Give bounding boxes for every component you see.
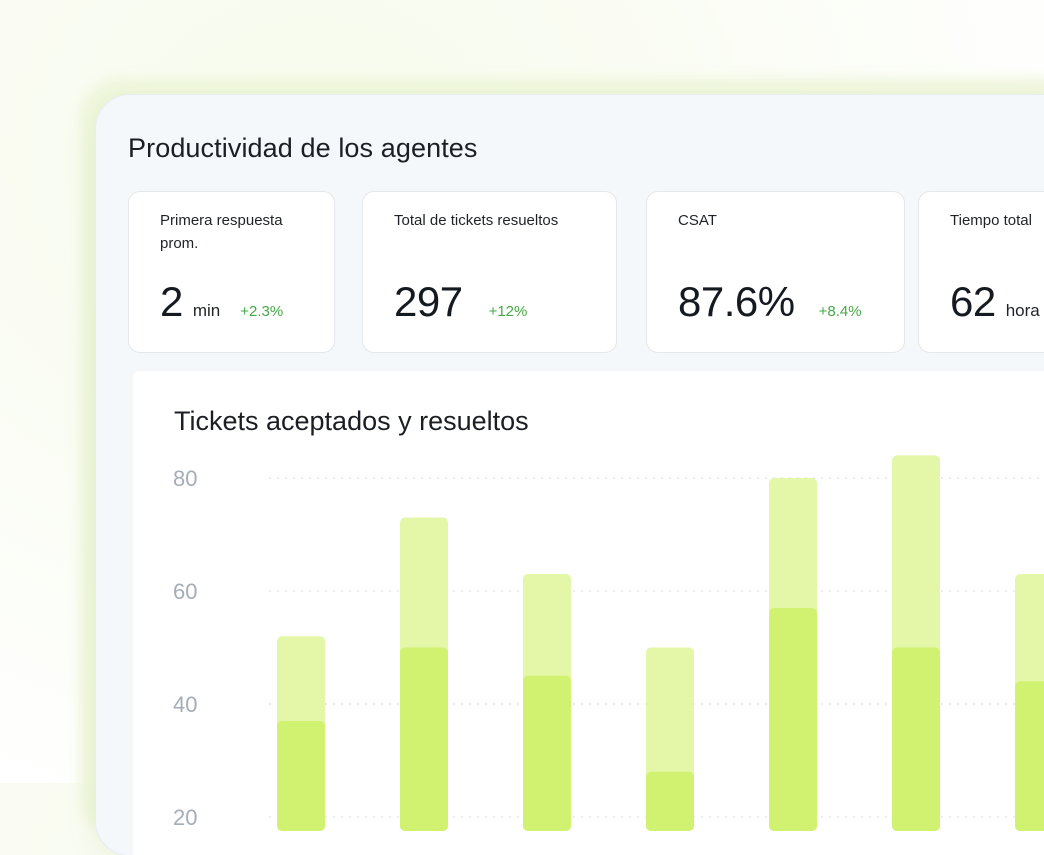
metric-card-total-time[interactable]: Tiempo total 62 hora bbox=[918, 191, 1044, 353]
bar-resolved[interactable] bbox=[1015, 681, 1044, 831]
metric-unit: min bbox=[192, 301, 221, 320]
bar-chart: 20 40 60 80 bbox=[173, 455, 1044, 832]
metric-value: 87.6% bbox=[678, 278, 795, 325]
chart-card: Tickets aceptados y resueltos 20 40 60 80 bbox=[133, 371, 1044, 855]
metric-delta: +12% bbox=[488, 303, 528, 320]
metric-label: Total de tickets resueltos bbox=[394, 212, 559, 229]
bar-resolved[interactable] bbox=[523, 675, 571, 831]
y-tick-label: 80 bbox=[173, 466, 197, 491]
metric-unit: hora bbox=[1005, 301, 1040, 320]
metric-row: 2 min +2.3% bbox=[160, 278, 283, 326]
bar-resolved[interactable] bbox=[400, 647, 448, 832]
bar-resolved[interactable] bbox=[277, 720, 325, 831]
metric-delta: +2.3% bbox=[240, 303, 284, 320]
dashboard-panel: Productividad de los agentes Primera res… bbox=[96, 95, 1044, 855]
bar-resolved[interactable] bbox=[892, 647, 940, 832]
y-tick-label: 20 bbox=[173, 805, 197, 830]
metric-row: 62 hora bbox=[950, 278, 1040, 326]
y-tick-label: 60 bbox=[173, 579, 197, 604]
bar-resolved[interactable] bbox=[769, 607, 817, 831]
metric-label: Tiempo total bbox=[950, 212, 1032, 229]
metric-label: CSAT bbox=[678, 212, 717, 229]
metric-value: 2 bbox=[160, 278, 183, 325]
metric-row: 87.6% +8.4% bbox=[678, 278, 862, 326]
y-tick-label: 40 bbox=[173, 692, 197, 717]
metric-card-csat[interactable]: CSAT 87.6% +8.4% bbox=[646, 191, 905, 353]
metric-value: 297 bbox=[394, 278, 463, 325]
metric-card-first-response[interactable]: Primera respuesta prom. 2 min +2.3% bbox=[128, 191, 335, 353]
page-title: Productividad de los agentes bbox=[128, 133, 478, 163]
metric-delta: +8.4% bbox=[818, 303, 862, 320]
metric-row: 297 +12% bbox=[394, 278, 527, 326]
metric-value: 62 bbox=[950, 278, 996, 325]
metric-card-resolved-tickets[interactable]: Total de tickets resueltos 297 +12% bbox=[362, 191, 617, 353]
metric-label: Primera respuesta prom. bbox=[160, 212, 283, 252]
chart-title: Tickets aceptados y resueltos bbox=[174, 406, 529, 436]
bar-resolved[interactable] bbox=[646, 771, 694, 831]
